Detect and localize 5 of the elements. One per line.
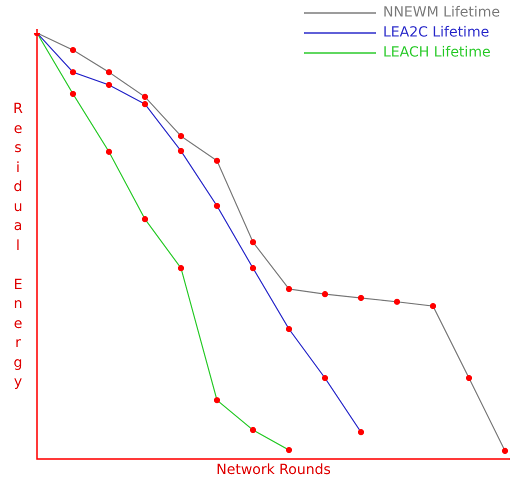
text: NNEWM Lifetime [382, 4, 500, 21]
text: LEA2C Lifetime [382, 24, 490, 41]
text: Residual Energy [13, 101, 23, 390]
x-axis-title: Network Rounds [215, 462, 332, 478]
text: LEACH Lifetime [382, 44, 491, 61]
